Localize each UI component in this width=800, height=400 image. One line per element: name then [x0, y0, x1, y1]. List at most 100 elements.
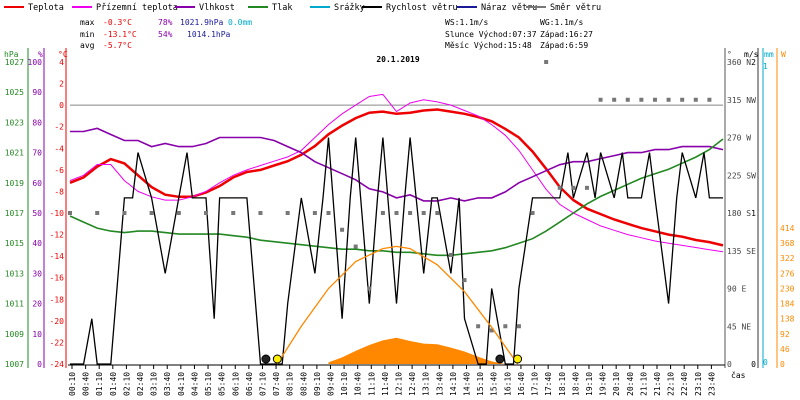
pressure_hpa-tick: 1027 [5, 58, 24, 67]
x-tick-label: 17:10 [531, 372, 540, 396]
temperature_c-tick: -8 [54, 187, 64, 196]
direction-point [367, 286, 372, 291]
direction-point [231, 211, 236, 215]
direction-tick: 0 [727, 360, 732, 369]
direction-point [285, 211, 290, 215]
direction-point [312, 211, 317, 215]
pressure_hpa-tick: 1023 [5, 118, 24, 127]
direction-point [503, 324, 508, 329]
direction-tick: 45 NE [727, 322, 751, 331]
direction-point [95, 211, 100, 215]
direction-point [680, 97, 685, 102]
direction-axis-label: ° [727, 50, 732, 59]
direction-point [625, 97, 630, 102]
solar-tick: 92 [780, 330, 790, 339]
rain-axis-label: mm [764, 50, 774, 59]
temperature_c-tick: 0 [59, 101, 64, 110]
x-tick-label: 16:40 [517, 372, 526, 396]
x-tick-label: 21:40 [653, 372, 662, 396]
direction-tick: 90 E [727, 285, 746, 294]
pressure-axis-label: hPa [4, 50, 19, 59]
stats-block: max -0.3°C 78% 1021.9hPa 0.0mm WS:1.1m/s WG:1.… [80, 18, 593, 50]
series-slunce [276, 245, 519, 365]
direction-point [258, 211, 263, 215]
x-tick-label: 06:40 [245, 372, 254, 396]
temperature_c-tick: -12 [50, 231, 65, 240]
direction-point [489, 328, 494, 333]
legend-label: Náraz větru [481, 3, 537, 13]
x-axis-label: čas [731, 370, 746, 380]
direction-point [394, 211, 399, 215]
pressure_hpa-tick: 1015 [5, 239, 24, 248]
x-tick-label: 19:10 [585, 372, 594, 396]
temperature_c-tick: -22 [50, 338, 65, 347]
x-tick-label: 20:10 [612, 372, 621, 396]
direction-point [476, 324, 481, 329]
solar-axis-label: W [781, 50, 786, 59]
stat-min-label: min [80, 30, 95, 39]
temperature_c-tick: -10 [50, 209, 65, 218]
x-tick-label: 13:40 [435, 372, 444, 396]
humidity_pct-tick: 10 [32, 330, 42, 339]
humidity-axis-label: % [38, 50, 43, 59]
axes-layer: hPa% °C ° m/s mm W102710251023102110191017101… [4, 48, 795, 396]
stat-sunset: Západ:16:27 [540, 30, 593, 39]
direction-point [639, 97, 644, 102]
stat-avg-label: avg [80, 41, 95, 50]
temperature_c-tick: -2 [54, 123, 64, 132]
x-tick-label: 02:10 [122, 372, 131, 396]
x-tick-label: 01:40 [109, 372, 118, 396]
x-tick-label: 03:40 [163, 372, 172, 396]
x-tick-label: 22:40 [680, 372, 689, 396]
x-tick-label: 09:10 [313, 372, 322, 396]
humidity_pct-tick: 0 [37, 360, 42, 369]
direction-point [380, 211, 385, 215]
x-tick-label: 08:40 [299, 372, 308, 396]
pressure_hpa-tick: 1025 [5, 88, 24, 97]
legend-label: Rychlost větru [386, 3, 458, 13]
direction-point [204, 211, 209, 215]
direction-point [326, 211, 331, 215]
solar-area [328, 337, 506, 364]
wind-tick: 0 [751, 360, 756, 369]
humidity_pct-tick: 50 [32, 209, 42, 218]
direction-point [693, 97, 698, 102]
rain-tick: 0 [763, 358, 768, 367]
chart-title: 20.1.2019 [376, 55, 420, 64]
pressure_hpa-tick: 1007 [5, 360, 24, 369]
direction-point [448, 252, 453, 257]
direction-point [408, 211, 413, 215]
x-tick-label: 11:40 [381, 372, 390, 396]
x-tick-label: 12:10 [395, 372, 404, 396]
direction-point [652, 97, 657, 102]
x-tick-label: 20:40 [626, 372, 635, 396]
solar-tick: 322 [780, 254, 795, 263]
x-tick-label: 15:40 [490, 372, 499, 396]
direction-point [340, 227, 345, 232]
direction-point [557, 185, 562, 190]
x-tick-label: 21:10 [639, 372, 648, 396]
series-vlhkost [70, 127, 724, 202]
sunset-marker [513, 354, 523, 364]
humidity_pct-tick: 70 [32, 149, 42, 158]
x-tick-label: 09:40 [326, 372, 335, 396]
x-tick-label: 05:40 [218, 372, 227, 396]
temperature_c-tick: 2 [59, 80, 64, 89]
x-tick-label: 05:10 [204, 372, 213, 396]
x-tick-label: 17:40 [544, 372, 553, 396]
plot-area [68, 60, 724, 365]
x-tick-label: 07:10 [258, 372, 267, 396]
x-tick-label: 08:10 [286, 372, 295, 396]
stat-min-press: 1014.1hPa [187, 30, 231, 39]
legend-label: Přízemní teplota [96, 3, 178, 13]
x-tick-label: 16:10 [503, 372, 512, 396]
moonrise-marker [495, 354, 505, 364]
legend-label: Směr větru [550, 3, 601, 13]
x-tick-label: 04:40 [190, 372, 199, 396]
pressure_hpa-tick: 1009 [5, 330, 24, 339]
direction-point [544, 60, 549, 64]
stat-min-temp: -13.1°C [103, 30, 137, 39]
x-tick-label: 03:10 [150, 372, 159, 396]
direction-point [571, 185, 576, 190]
